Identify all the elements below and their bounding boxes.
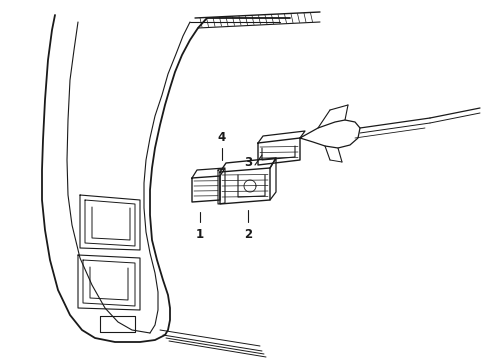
Text: 2: 2 — [244, 228, 252, 241]
Text: 1: 1 — [196, 228, 204, 241]
Text: 4: 4 — [218, 131, 226, 144]
Text: 3: 3 — [244, 156, 252, 168]
